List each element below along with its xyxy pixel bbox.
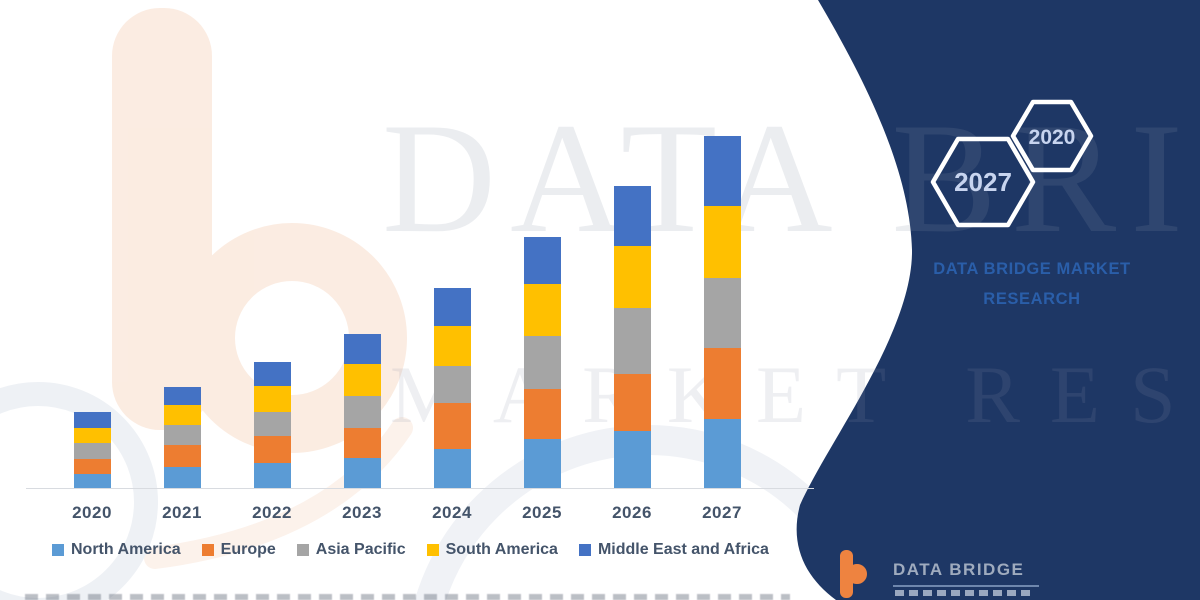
bar-segment-2020-middle-east-and-africa [73, 412, 111, 428]
bar-segment-2027-middle-east-and-africa [703, 136, 741, 206]
bar-segment-2021-middle-east-and-africa [163, 387, 201, 405]
bar-segment-2023-south-america [343, 364, 381, 396]
bar-segment-2026-europe [613, 374, 651, 431]
bar-2025 [523, 237, 561, 488]
x-axis-label-2021: 2021 [162, 503, 202, 522]
legend-item-south-america: South America [426, 541, 558, 559]
legend-swatch-icon [578, 544, 591, 556]
bar-segment-2025-europe [523, 389, 561, 439]
bar-segment-2022-asia-pacific [253, 412, 291, 436]
hexagon-2027 [930, 136, 1036, 228]
legend-label: Asia Pacific [315, 541, 406, 558]
legend-label: North America [71, 541, 181, 558]
bar-segment-2026-south-america [613, 246, 651, 308]
bar-segment-2024-europe [433, 403, 471, 449]
legend-swatch-icon [201, 544, 214, 556]
brand-title: DATA BRIDGE MARKET RESEARCH [878, 254, 1186, 314]
bar-segment-2023-europe [343, 428, 381, 458]
bar-segment-2027-asia-pacific [703, 278, 741, 348]
watermark-circle-left [0, 382, 158, 600]
bar-segment-2027-north-america [703, 419, 741, 488]
bar-segment-2026-north-america [613, 431, 651, 488]
legend-item-middle-east-and-africa: Middle East and Africa [578, 541, 769, 559]
bar-segment-2024-north-america [433, 449, 471, 488]
legend-swatch-icon [52, 544, 64, 556]
x-axis-label-2020: 2020 [72, 503, 112, 522]
bar-segment-2022-europe [253, 436, 291, 463]
bar-segment-2025-middle-east-and-africa [523, 237, 561, 284]
legend-swatch-icon [296, 544, 309, 556]
legend-label: Middle East and Africa [597, 541, 769, 558]
bar-2021 [163, 387, 201, 488]
bar-segment-2026-middle-east-and-africa [613, 186, 651, 246]
side-panel-background [796, 0, 1200, 600]
bar-segment-2026-asia-pacific [613, 308, 651, 374]
bar-segment-2021-europe [163, 445, 201, 467]
x-axis-label-2023: 2023 [342, 503, 382, 522]
bar-2022 [253, 362, 291, 488]
bar-segment-2024-asia-pacific [433, 366, 471, 403]
x-axis-label-2027: 2027 [702, 503, 742, 522]
hexagon-2020-year: 2020 [1029, 126, 1076, 149]
bar-2026 [613, 186, 651, 488]
footer-logo-tagline-cut [895, 590, 1035, 596]
legend-label: Europe [220, 541, 276, 558]
bar-segment-2022-middle-east-and-africa [253, 362, 291, 386]
bar-segment-2025-north-america [523, 439, 561, 488]
bar-segment-2020-north-america [73, 474, 111, 488]
footer-logo-b-icon [840, 550, 853, 598]
legend-item-asia-pacific: Asia Pacific [296, 541, 406, 559]
x-axis-line [26, 488, 814, 489]
footer-logo-wordmark: DATA BRIDGE [893, 560, 1025, 579]
bar-segment-2027-europe [703, 348, 741, 419]
stacked-bar-chart: 2020 2021 2022 2023 2024 2025 2026 2027 [26, 136, 814, 522]
bar-segment-2025-asia-pacific [523, 336, 561, 389]
legend-item-north-america: North America [52, 541, 181, 559]
hexagon-2020 [1010, 99, 1094, 173]
bar-2020 [73, 412, 111, 488]
bar-segment-2022-north-america [253, 463, 291, 488]
bar-segment-2021-south-america [163, 405, 201, 425]
bar-segment-2021-asia-pacific [163, 425, 201, 445]
bar-segment-2023-middle-east-and-africa [343, 334, 381, 364]
bar-segment-2024-middle-east-and-africa [433, 288, 471, 326]
footer-logo: DATA BRIDGE [838, 548, 1078, 600]
x-axis-label-2022: 2022 [252, 503, 292, 522]
legend-swatch-icon [426, 544, 439, 556]
brand-title-line2: RESEARCH [983, 290, 1081, 308]
bar-segment-2020-asia-pacific [73, 443, 111, 459]
chart-legend: North America Europe Asia Pacific South Ame… [52, 541, 769, 559]
x-axis-label-2025: 2025 [522, 503, 562, 522]
cutoff-caption-strip [25, 594, 790, 600]
brand-title-line1: DATA BRIDGE MARKET [933, 260, 1131, 278]
bar-2024 [433, 288, 471, 488]
footer-logo-b-bowl-icon [847, 564, 867, 584]
bar-segment-2020-europe [73, 459, 111, 474]
bar-segment-2023-north-america [343, 458, 381, 488]
x-axis-label-2026: 2026 [612, 503, 652, 522]
bar-segment-2023-asia-pacific [343, 396, 381, 428]
legend-item-europe: Europe [201, 541, 276, 559]
hexagon-2027-year: 2027 [954, 167, 1012, 197]
legend-label: South America [445, 541, 558, 558]
bar-2023 [343, 334, 381, 488]
watermark-swoosh [144, 417, 413, 569]
bar-2027 [703, 136, 741, 488]
bar-segment-2020-south-america [73, 428, 111, 443]
bar-segment-2021-north-america [163, 467, 201, 488]
bar-segment-2022-south-america [253, 386, 291, 412]
bar-segment-2027-south-america [703, 206, 741, 278]
bar-segment-2025-south-america [523, 284, 561, 336]
bar-segment-2024-south-america [433, 326, 471, 366]
footer-logo-underline [893, 585, 1039, 587]
x-axis-label-2024: 2024 [432, 503, 472, 522]
